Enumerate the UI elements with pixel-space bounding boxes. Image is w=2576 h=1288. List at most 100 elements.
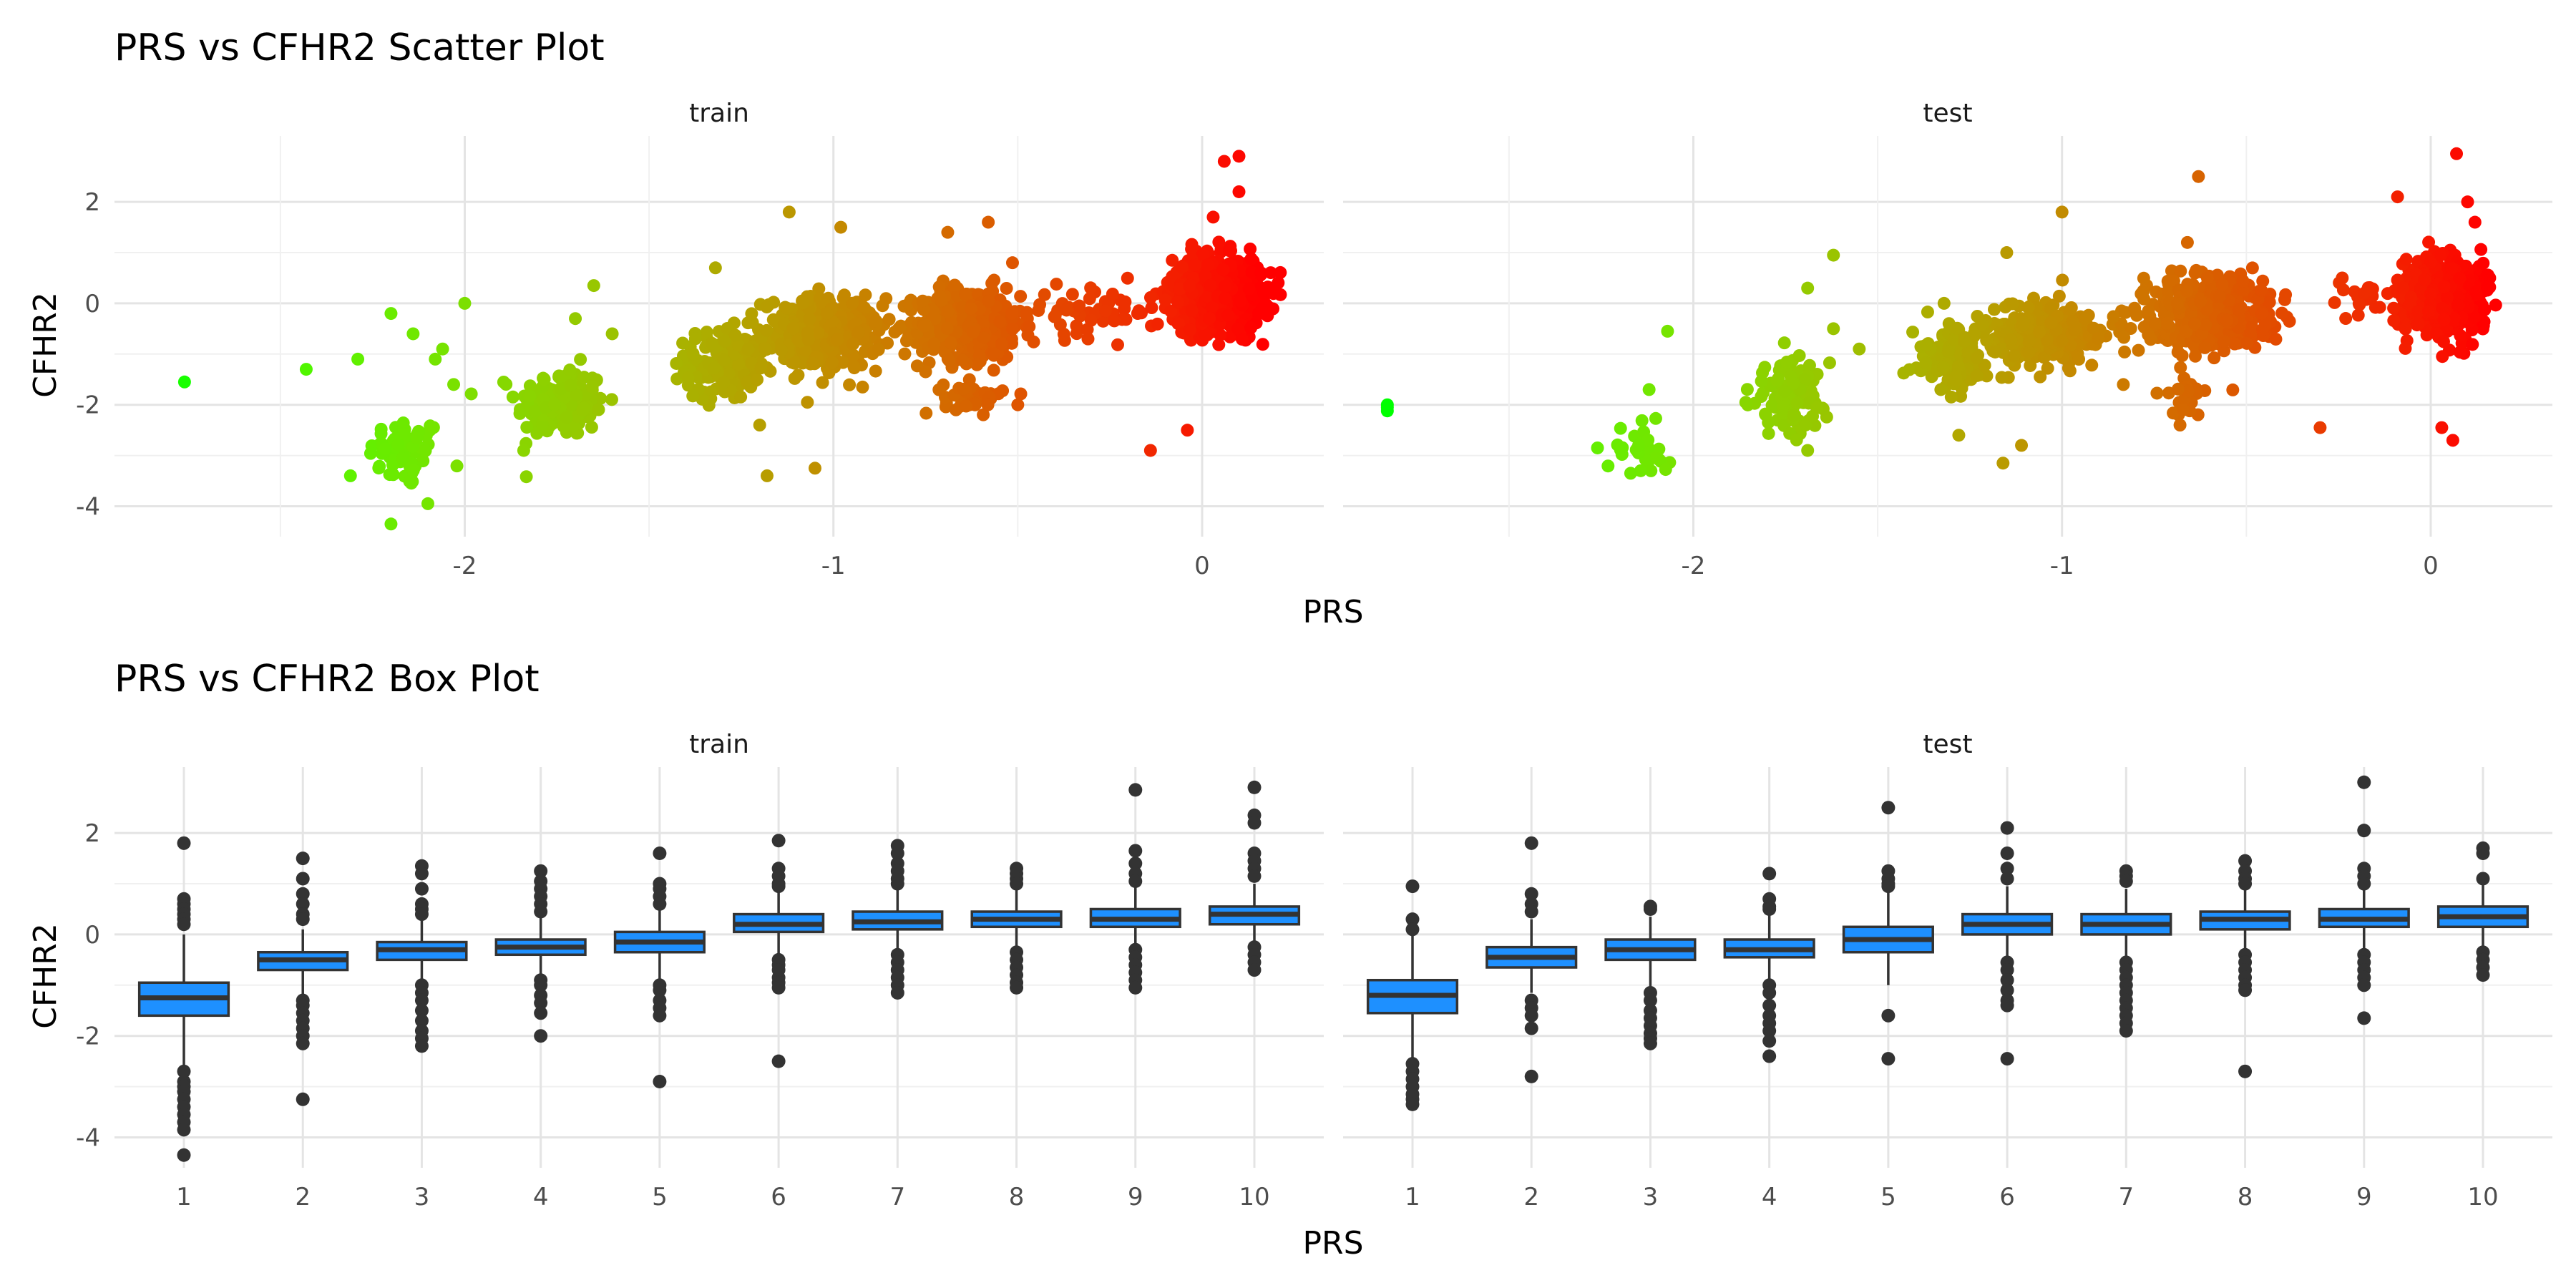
scatter-point: [786, 321, 800, 335]
scatter-point: [758, 342, 771, 356]
scatter-point: [820, 306, 834, 320]
scatter-point: [967, 325, 980, 338]
scatter-point: [731, 338, 745, 352]
scatter-point: [1659, 463, 1672, 477]
scatter-point: [1057, 328, 1070, 341]
scatter-point: [1232, 150, 1246, 163]
box-outlier: [534, 864, 548, 878]
scatter-point: [1108, 314, 1121, 328]
x-tick-label: -1: [2050, 552, 2074, 580]
scatter-point: [1199, 269, 1212, 283]
box-outlier: [1247, 780, 1262, 794]
scatter-point: [2489, 298, 2502, 312]
scatter-point: [1201, 258, 1214, 272]
scatter-point: [2256, 323, 2270, 336]
scatter-point: [2436, 335, 2450, 348]
box-outlier: [1524, 887, 1538, 901]
scatter-point: [1792, 348, 1806, 362]
box-outlier: [1405, 912, 1420, 927]
scatter-point: [834, 220, 848, 234]
scatter-point: [569, 312, 582, 326]
box-outlier: [177, 917, 191, 932]
box-outlier: [2000, 998, 2014, 1013]
scatter-point: [1934, 383, 1948, 396]
scatter-point: [1649, 452, 1663, 465]
scatter-point: [1065, 288, 1079, 301]
scatter-point: [1906, 326, 1920, 339]
scatter-point: [2445, 262, 2459, 275]
scatter-point: [1181, 424, 1194, 437]
scatter-point: [513, 406, 527, 420]
scatter-point: [537, 372, 551, 386]
scatter-point: [919, 365, 932, 379]
scatter-point: [843, 378, 857, 391]
box-outlier: [2357, 978, 2371, 992]
scatter-point: [2436, 301, 2449, 315]
scatter-point: [592, 403, 605, 416]
scatter-point: [717, 353, 731, 367]
scatter-point: [1242, 282, 1256, 296]
scatter-point: [384, 307, 398, 321]
scatter-point: [499, 378, 513, 391]
scatter-point: [2245, 320, 2259, 333]
scatter-point: [676, 336, 690, 350]
scatter-point: [2387, 314, 2401, 328]
box-outlier: [414, 882, 429, 896]
scatter-point: [928, 312, 942, 326]
scatter-point: [1978, 358, 1991, 372]
box-outlier: [1010, 877, 1024, 891]
scatter-point: [846, 296, 859, 310]
scatter-point: [932, 280, 946, 293]
box-outlier: [534, 978, 548, 992]
scatter-point: [1601, 459, 1615, 473]
scatter-point: [2411, 305, 2425, 318]
x-tick-label: 0: [2423, 552, 2439, 580]
scatter-point: [1217, 155, 1231, 168]
scatter-point: [2207, 351, 2221, 365]
scatter-point: [935, 293, 948, 307]
scatter-point: [2468, 215, 2482, 229]
scatter-point: [577, 371, 591, 384]
scatter-y-axis-title: CFHR2: [27, 292, 64, 398]
scatter-point: [410, 431, 424, 445]
y-tick-label: 0: [84, 290, 100, 318]
scatter-point: [1989, 345, 2002, 358]
scatter-point: [2055, 205, 2069, 219]
scatter-point: [2072, 353, 2086, 366]
scatter-point: [774, 343, 788, 357]
scatter-point: [1005, 322, 1019, 336]
scatter-point: [1949, 370, 1963, 384]
x-tick-label: -2: [1682, 552, 1706, 580]
scatter-point: [894, 319, 908, 333]
scatter-point: [506, 390, 519, 404]
scatter-point: [421, 497, 434, 510]
scatter-point: [2024, 358, 2037, 372]
scatter-point: [2218, 335, 2231, 348]
scatter-point: [1173, 282, 1186, 296]
scatter-point: [826, 356, 839, 369]
scatter-point: [2450, 147, 2464, 160]
scatter-point: [787, 355, 801, 369]
scatter-point: [587, 279, 600, 293]
box-outlier: [2000, 963, 2014, 977]
scatter-point: [1827, 322, 1840, 336]
scatter-point: [1005, 336, 1018, 350]
box-outlier: [1762, 867, 1777, 881]
scatter-point: [1232, 185, 1246, 198]
box-outlier: [414, 993, 429, 1008]
box-outlier: [296, 872, 310, 886]
box-outlier: [890, 847, 904, 861]
box-outlier: [2476, 847, 2490, 861]
box-outlier: [1762, 985, 1777, 1000]
scatter-point: [987, 364, 1000, 377]
scatter-point: [2435, 421, 2449, 434]
scatter-point: [386, 468, 400, 482]
scatter-panel-train: -4 -2 0 2 -2 -1 0: [76, 136, 1324, 580]
box-outlier: [296, 852, 310, 866]
scatter-point: [995, 337, 1008, 351]
scatter-point: [898, 347, 912, 361]
scatter-point: [364, 447, 377, 460]
scatter-point: [2269, 332, 2283, 346]
scatter-point: [379, 442, 392, 456]
scatter-point: [836, 356, 850, 369]
